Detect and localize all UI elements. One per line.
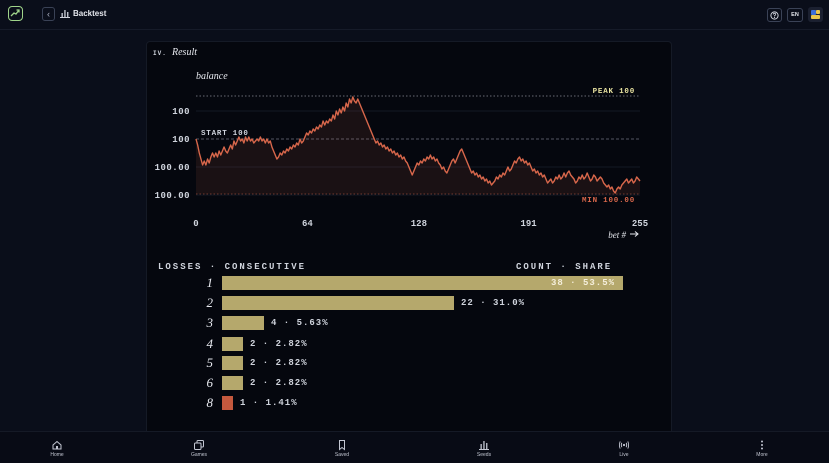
x-tick-label: 0	[193, 219, 198, 229]
nav-more-label: More	[756, 452, 768, 458]
games-icon	[194, 440, 204, 450]
start-label: START 100	[201, 130, 249, 138]
language-button[interactable]: EN	[787, 8, 803, 22]
streak-bar	[222, 376, 243, 390]
help-button[interactable]	[767, 8, 782, 22]
x-tick-label: 255	[632, 219, 648, 229]
min-label: MIN 100.00	[582, 197, 635, 205]
bar-chart-icon	[479, 441, 489, 450]
chevron-left-icon: ‹	[47, 9, 50, 19]
nav-seeds-label: Seeds	[476, 452, 492, 458]
avatar-tile	[811, 15, 820, 19]
streak-row: 5 2 · 2.82%	[146, 355, 672, 370]
streak-count-share: 4 · 5.63%	[271, 318, 329, 328]
balance-area	[196, 97, 640, 194]
streak-count-share: 22 · 31.0%	[461, 298, 526, 308]
home-icon	[52, 440, 62, 450]
chart-y-label: balance	[196, 71, 228, 82]
streak-length: 1	[206, 275, 214, 290]
y-tick-label: 100	[172, 135, 190, 145]
broadcast-icon	[618, 441, 630, 449]
streak-length: 4	[206, 336, 214, 351]
back-button[interactable]: ‹	[42, 7, 55, 21]
streak-length: 2	[206, 295, 214, 310]
app-logo-icon[interactable]	[8, 6, 23, 21]
streak-bar	[222, 356, 243, 370]
streaks-right-header: COUNT · SHARE	[516, 262, 613, 272]
bottom-nav: Home Games Saved Seeds Live	[0, 431, 829, 463]
streak-row: 3 4 · 5.63%	[146, 315, 672, 330]
nav-saved[interactable]: Saved	[312, 432, 372, 463]
peak-label: PEAK 100	[593, 88, 635, 96]
y-tick-label: 100.00	[155, 191, 190, 201]
streak-bar	[222, 316, 264, 330]
streak-row: 8 1 · 1.41%	[146, 395, 672, 410]
top-bar: ‹ Backtest EN	[0, 0, 829, 30]
streak-count-share: 1 · 1.41%	[240, 398, 298, 408]
profile-avatar[interactable]	[808, 7, 823, 22]
streak-length: 8	[206, 395, 214, 410]
nav-live-label: Live	[619, 452, 629, 458]
streak-bar	[222, 396, 233, 410]
streaks-left-header: LOSSES · CONSECUTIVE	[158, 262, 307, 272]
streak-count-share: 2 · 2.82%	[250, 378, 308, 388]
balance-line	[195, 96, 641, 194]
avatar-tile	[816, 10, 820, 14]
nav-home[interactable]: Home	[27, 432, 87, 463]
nav-live[interactable]: Live	[594, 432, 654, 463]
page-title: Backtest	[73, 9, 107, 18]
nav-seeds[interactable]: Seeds	[454, 432, 514, 463]
streak-bar	[222, 276, 623, 290]
bar-chart-icon	[60, 10, 70, 18]
balance-chart: 100 100 100.00 100.00 0 64 128 191 255 PEAK 100…	[155, 88, 649, 240]
section-number: IV.	[153, 50, 167, 57]
x-tick-label: 191	[520, 219, 537, 229]
nav-games[interactable]: Games	[169, 432, 229, 463]
streak-length: 5	[206, 355, 214, 370]
streak-bar	[222, 296, 454, 310]
help-icon	[770, 10, 779, 20]
streak-row: 1 38 · 53.5%	[146, 275, 672, 290]
y-tick-label: 100	[172, 107, 190, 117]
streak-bar	[222, 337, 243, 351]
chart-x-label: bet #	[608, 230, 626, 240]
x-tick-label: 128	[411, 219, 427, 229]
more-icon	[761, 440, 763, 450]
streak-count-share: 2 · 2.82%	[250, 339, 308, 349]
nav-saved-label: Saved	[334, 452, 350, 458]
section-title: Result	[172, 47, 197, 58]
x-tick-label: 64	[302, 219, 313, 229]
streak-row: 6 2 · 2.82%	[146, 375, 672, 390]
streak-count-share: 2 · 2.82%	[250, 358, 308, 368]
nav-more[interactable]: More	[732, 432, 792, 463]
streak-count-share: 38 · 53.5%	[550, 278, 615, 288]
arrow-right-icon	[630, 231, 639, 237]
streak-length: 3	[206, 315, 214, 330]
avatar-tile	[811, 10, 816, 15]
y-tick-label: 100.00	[155, 163, 190, 173]
language-label: EN	[791, 12, 799, 18]
streak-row: 4 2 · 2.82%	[146, 336, 672, 351]
nav-games-label: Games	[190, 452, 208, 458]
streak-length: 6	[206, 375, 214, 390]
streak-row: 2 22 · 31.0%	[146, 295, 672, 310]
bookmark-icon	[339, 440, 345, 451]
nav-home-label: Home	[50, 452, 64, 458]
result-panel	[146, 41, 672, 436]
